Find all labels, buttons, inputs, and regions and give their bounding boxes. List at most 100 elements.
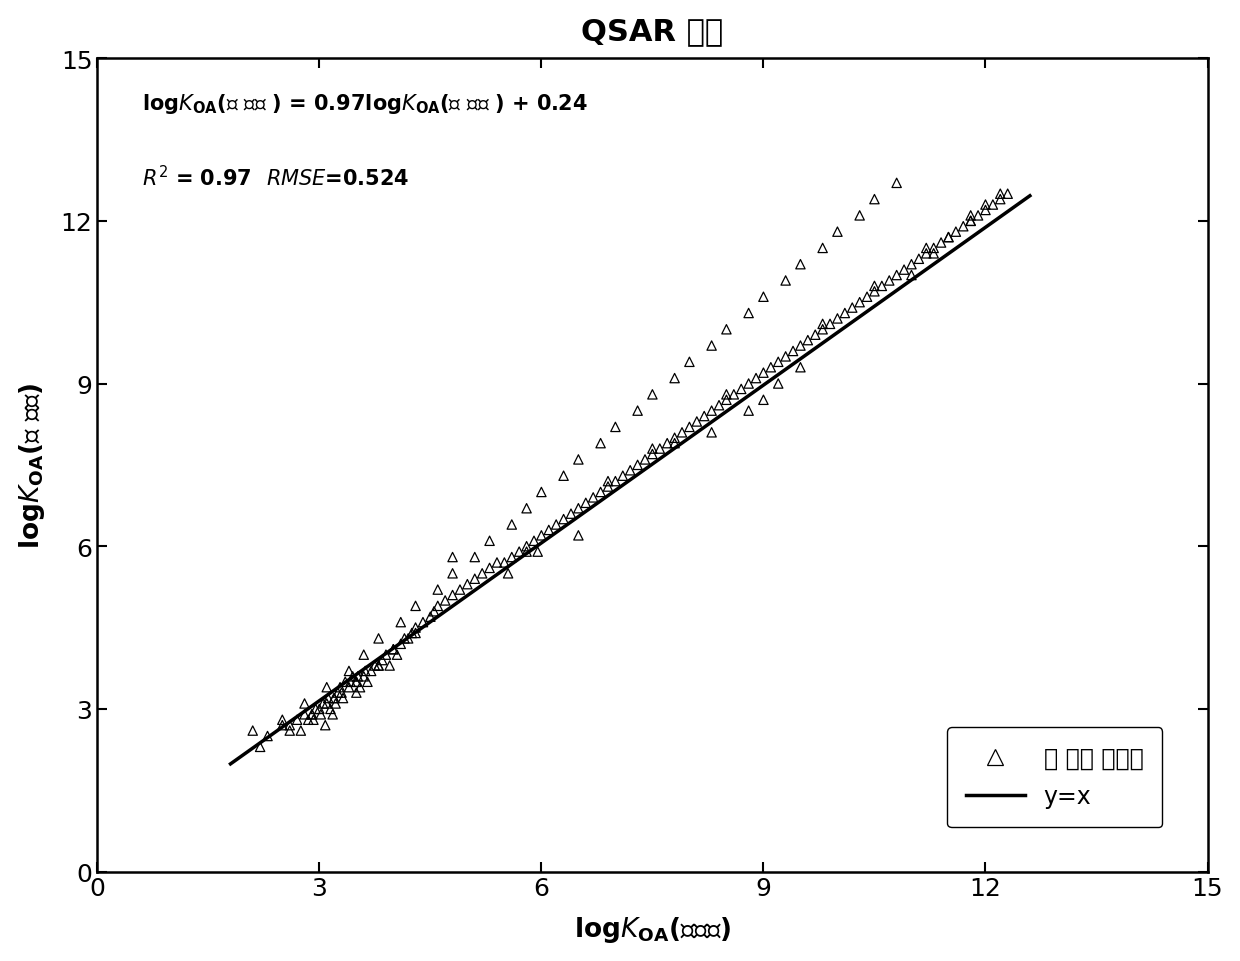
Point — [924, 246, 944, 261]
Point — [605, 420, 625, 435]
Point — [306, 702, 326, 717]
Point — [642, 441, 662, 456]
Point — [791, 258, 811, 273]
Point — [517, 501, 537, 516]
Point — [827, 225, 847, 240]
Point — [717, 393, 737, 408]
Point — [732, 382, 751, 397]
Point — [348, 669, 368, 684]
Point — [288, 712, 308, 727]
Point — [849, 209, 869, 224]
Point — [739, 377, 759, 392]
Point — [620, 463, 640, 479]
Point — [480, 533, 500, 549]
Text: $\mathregular{log}K_{\mathregular{OA}}$(预 测值 ) = 0.97$\mathregular{log}K_{\mathr: $\mathregular{log}K_{\mathregular{OA}}$(… — [141, 91, 588, 115]
Point — [568, 501, 588, 516]
Point — [583, 490, 603, 505]
Point — [554, 469, 574, 484]
Point — [746, 371, 766, 386]
Point — [391, 636, 410, 652]
Point — [487, 555, 507, 571]
Point — [387, 648, 407, 663]
Point — [528, 544, 548, 559]
Point — [680, 355, 699, 370]
Point — [353, 669, 373, 684]
Point — [784, 344, 804, 359]
Point — [458, 577, 477, 592]
Point — [372, 653, 392, 668]
Point — [575, 496, 595, 511]
Point — [472, 566, 492, 581]
Point — [665, 371, 684, 386]
Point — [295, 696, 315, 711]
Point — [316, 696, 336, 711]
Point — [368, 631, 388, 647]
Point — [694, 409, 714, 425]
Point — [665, 436, 684, 452]
Point — [391, 615, 410, 630]
Point — [754, 365, 774, 381]
Point — [326, 696, 346, 711]
Point — [590, 484, 610, 500]
Point — [532, 529, 552, 544]
Point — [324, 691, 343, 706]
Point — [502, 550, 522, 565]
Point — [901, 268, 921, 283]
Point — [334, 691, 353, 706]
Point — [311, 707, 331, 723]
Point — [383, 642, 403, 657]
Point — [420, 609, 440, 625]
Point — [273, 712, 293, 727]
Point — [709, 398, 729, 413]
Point — [590, 436, 610, 452]
Text: $\mathit{R}^{2}$ = 0.97  $\mathit{RMSE}$=0.524: $\mathit{R}^{2}$ = 0.97 $\mathit{RMSE}$=… — [141, 164, 409, 190]
Point — [805, 328, 825, 343]
Point — [394, 631, 414, 647]
Point — [361, 663, 381, 678]
Point — [916, 246, 936, 261]
Point — [405, 626, 425, 641]
Point — [291, 723, 311, 738]
Point — [961, 214, 981, 230]
Point — [991, 192, 1011, 208]
Point — [842, 301, 862, 316]
Point — [901, 258, 921, 273]
Point — [405, 599, 425, 614]
Point — [495, 555, 515, 571]
Point — [517, 544, 537, 559]
Point — [339, 663, 358, 678]
Point — [916, 241, 936, 257]
Point — [353, 648, 373, 663]
Point — [405, 620, 425, 635]
Point — [791, 360, 811, 376]
Point — [812, 322, 832, 337]
Point — [342, 669, 362, 684]
Point — [998, 186, 1018, 202]
Point — [402, 626, 422, 641]
Point — [428, 599, 448, 614]
Point — [761, 360, 781, 376]
Point — [864, 284, 884, 300]
Point — [330, 679, 350, 695]
Point — [517, 539, 537, 554]
Point — [539, 523, 559, 538]
Point — [356, 663, 376, 678]
Point — [424, 604, 444, 619]
Point — [304, 712, 324, 727]
Point — [502, 517, 522, 532]
Point — [627, 457, 647, 473]
Point — [909, 252, 929, 267]
Point — [991, 186, 1011, 202]
Point — [702, 425, 722, 440]
Point — [357, 675, 377, 690]
Point — [498, 566, 518, 581]
Point — [480, 560, 500, 576]
Point — [398, 631, 418, 647]
Point — [376, 648, 396, 663]
Point — [320, 702, 340, 717]
Point — [335, 675, 355, 690]
Point — [642, 387, 662, 403]
Point — [717, 322, 737, 337]
Point — [243, 723, 263, 738]
Point — [791, 338, 811, 354]
